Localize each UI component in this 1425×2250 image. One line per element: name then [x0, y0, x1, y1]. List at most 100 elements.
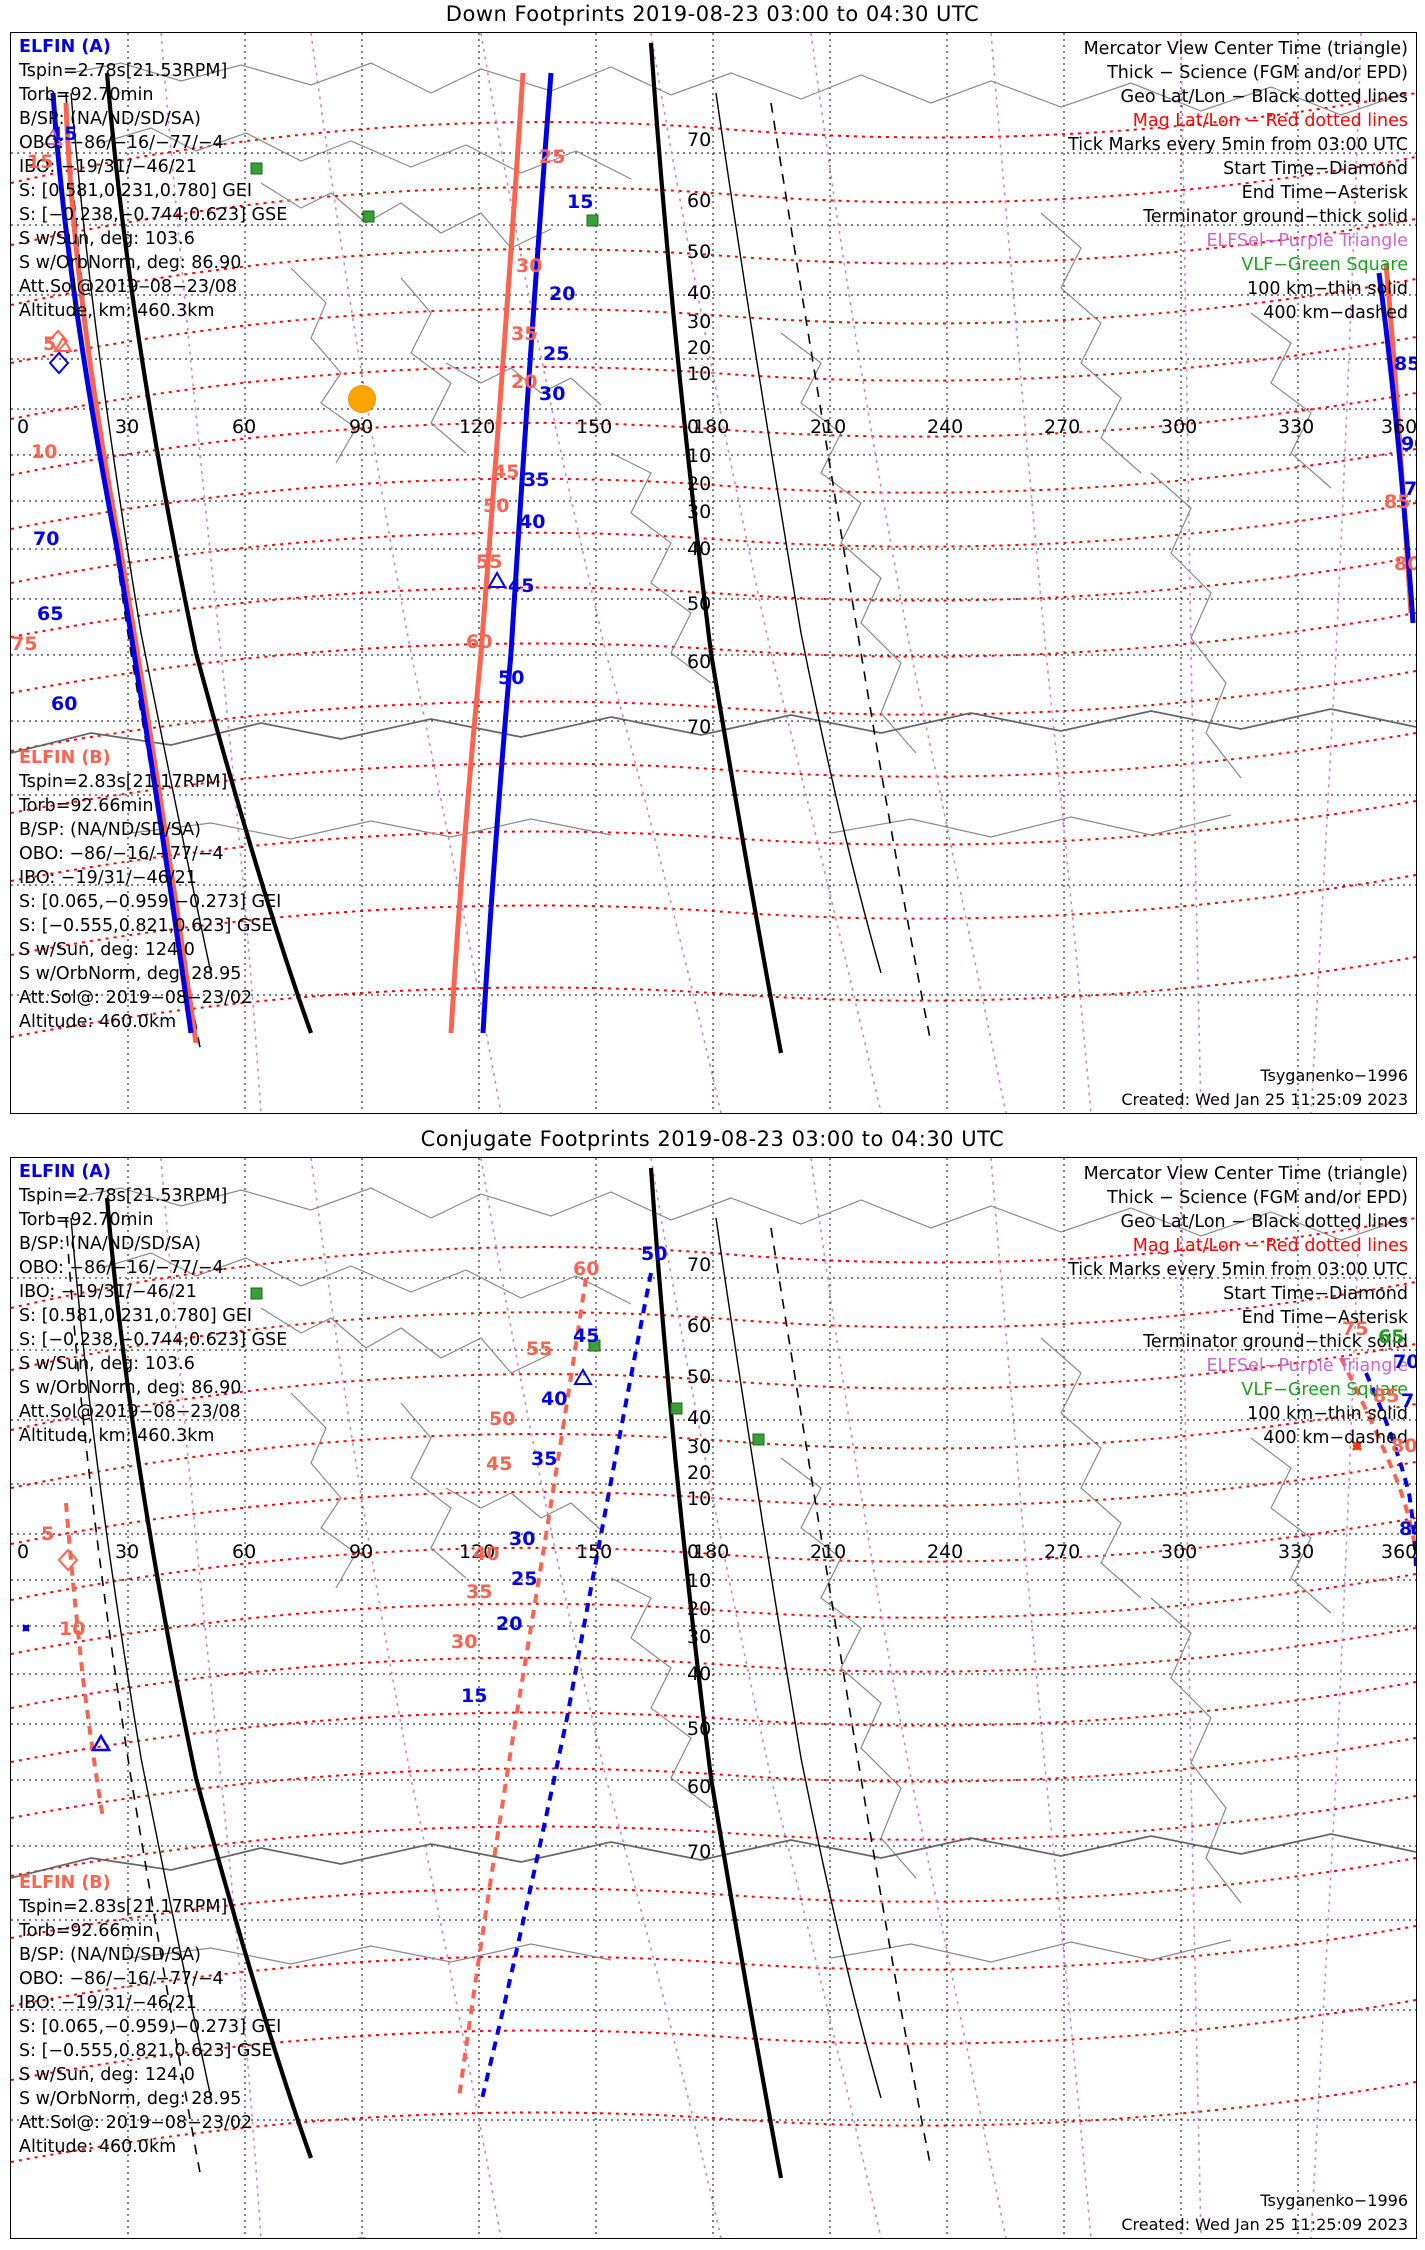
legend-item-4: Tick Marks every 5min from 03:00 UTC: [1068, 1260, 1408, 1280]
track-tick-label: 65: [37, 603, 64, 625]
mag-lon-lines: [160, 1158, 1362, 2238]
xtick-7: 210: [810, 416, 847, 438]
map-canvas: [11, 33, 1416, 1113]
sat-a-line-2: B/SP: (NA/ND/SD/SA): [19, 109, 201, 129]
legend-item-11: 400 km−dashed: [1263, 1428, 1408, 1448]
ytick-8: 10: [687, 1570, 712, 1592]
xtick-7: 210: [810, 1541, 847, 1563]
ytick-9: 20: [687, 473, 712, 495]
xtick-5: 150: [576, 1541, 613, 1563]
sat-b-line-0: Tspin=2.83s[21.17RPM]: [19, 1897, 228, 1917]
sat-b-line-10: Altitude: 460.0km: [19, 1012, 177, 1032]
model-label: Tsyganenko−1996: [1260, 1066, 1408, 1085]
terminator-lines: [70, 1167, 882, 2179]
sat-a-line-9: Att.Sol@2019−08−23/08: [19, 1402, 241, 1422]
sat-b-line-1: Torb=92.66min: [19, 796, 154, 816]
map-frame[interactable]: ELFIN (A) Tspin=2.78s[21.53RPM] Torb=92.…: [10, 1157, 1417, 2239]
track-tick-label: 60: [51, 693, 78, 715]
legend-item-10: 100 km−thin solid: [1247, 1404, 1408, 1424]
sat-a-line-8: S w/OrbNorm, deg: 86.90: [19, 1378, 242, 1398]
xtick-11: 330: [1278, 416, 1315, 438]
vlf-square: [752, 1433, 765, 1446]
xtick-4: 120: [459, 416, 496, 438]
track-tick-label: 15: [27, 151, 54, 173]
track-tick-label: 5: [41, 1523, 55, 1545]
track-tick-label: 80: [1394, 553, 1416, 575]
sat-b-line-10: Altitude: 460.0km: [19, 2137, 177, 2157]
ytick-11: 40: [687, 1663, 712, 1685]
track-tick-label: 60: [573, 1258, 600, 1280]
legend-item-9: VLF−Green Square: [1241, 1380, 1408, 1400]
sat-a-line-3: OBO: −86/−16/−77/−4: [19, 133, 224, 153]
xtick-3: 90: [349, 1541, 374, 1563]
sat-b-tag: (B): [81, 1873, 111, 1893]
track-tick-label: 50: [498, 667, 525, 689]
sat-a-line-5: S: [0.581,0.231,0.780] GEI: [19, 1306, 252, 1326]
sat-a-line-7: S w/Sun, deg: 103.6: [19, 229, 195, 249]
track-tick-label: 40: [473, 1543, 500, 1565]
xtick-2: 60: [232, 1541, 257, 1563]
sat-b-line-3: OBO: −86/−16/−77/−4: [19, 1969, 224, 1989]
xtick-0: 0: [17, 416, 30, 438]
sat-b-line-7: S w/Sun, deg: 124.0: [19, 940, 195, 960]
sat-a-name: ELFIN: [19, 37, 76, 57]
track-tick-label: 25: [539, 146, 566, 168]
sat-b-line-6: S: [−0.555,0.821,0.623] GSE: [19, 2041, 273, 2061]
track-tick-label: 10: [59, 1618, 86, 1640]
model-label: Tsyganenko−1996: [1260, 2191, 1408, 2210]
ytick-7: 0: [687, 1541, 700, 1563]
track-elfin-a: [50, 72, 1416, 1034]
legend-item-11: 400 km−dashed: [1263, 303, 1408, 323]
start-time-diamond: [48, 351, 70, 375]
ytick-14: 70: [687, 1841, 712, 1863]
map-canvas: [11, 1158, 1416, 2238]
sat-b-line-9: Att.Sol@: 2019−08−23/02: [19, 988, 253, 1008]
track-tick-label: 85: [1399, 1518, 1416, 1540]
xtick-12: 360: [1381, 416, 1417, 438]
track-tick-label: 75: [11, 633, 38, 655]
sat-a-line-8: S w/OrbNorm, deg: 86.90: [19, 253, 242, 273]
xtick-9: 270: [1044, 416, 1081, 438]
panel-title: Down Footprints 2019-08-23 03:00 to 04:3…: [445, 2, 980, 26]
geo-lon-lines: [127, 33, 1299, 1113]
legend-item-2: Geo Lat/Lon − Black dotted lines: [1120, 1212, 1408, 1232]
legend-item-9: VLF−Green Square: [1241, 255, 1408, 275]
legend-item-5: Start Time−Diamond: [1223, 159, 1408, 179]
sat-a-line-9: Att.Sol@2019‒08−23/08: [19, 277, 238, 297]
legend-item-1: Thick − Science (FGM and/or EPD): [1107, 63, 1408, 83]
created-label: Created: Wed Jan 25 11:25:09 2023: [1121, 2215, 1408, 2234]
center-time-triangle: [573, 1367, 593, 1385]
map-frame[interactable]: ELFIN (A) Tspin=2.78s[21.53RPM] Torb=92.…: [10, 32, 1417, 1114]
created-label: Created: Wed Jan 25 11:25:09 2023: [1121, 1090, 1408, 1109]
xtick-11: 330: [1278, 1541, 1315, 1563]
track-tick-label: 50: [483, 495, 510, 517]
track-tick-label: 10: [31, 441, 58, 463]
panel-conjugate-footprints: Conjugate Footprints 2019-08-23 03:00 to…: [0, 1125, 1425, 2250]
legend-item-7: Terminator ground−thick solid: [1143, 207, 1408, 227]
sat-b-line-9: Att.Sol@: 2019−08−23/02: [19, 2113, 253, 2133]
track-tick-label: 85: [1373, 1385, 1400, 1407]
ytick-3: 40: [687, 282, 712, 304]
track-tick-label: 20: [511, 371, 538, 393]
ytick-12: 50: [687, 1718, 712, 1740]
legend-item-8: ELFSel−Purple Triangle: [1206, 231, 1408, 251]
ytick-11: 40: [687, 538, 712, 560]
sat-a-name: ELFIN: [19, 1162, 76, 1182]
track-tick-label: 35: [511, 323, 538, 345]
vlf-square: [588, 1339, 601, 1352]
sat-a-line-6: S: [−0.238,−0.744,0.623] GSE: [19, 1330, 288, 1350]
track-tick-label: 20: [496, 1613, 523, 1635]
sat-a-line-7: S w/Sun, deg: 103.6: [19, 1354, 195, 1374]
vlf-square: [586, 214, 599, 227]
markers: [22, 1287, 1362, 1752]
track-tick-label: 65: [1378, 1326, 1405, 1348]
elfsel-triangle: [53, 336, 73, 352]
end-time-asterisk: [22, 1624, 30, 1632]
track-tick-label: 35: [531, 1448, 558, 1470]
sat-b-line-4: IBO: −19/31/−46/21: [19, 868, 197, 888]
track-elfin-a-conjugate: [479, 1272, 1416, 2104]
ytick-0: 70: [687, 129, 712, 151]
terminator-lines: [70, 42, 882, 1054]
track-tick-label: 30: [516, 255, 543, 277]
xtick-5: 150: [576, 416, 613, 438]
